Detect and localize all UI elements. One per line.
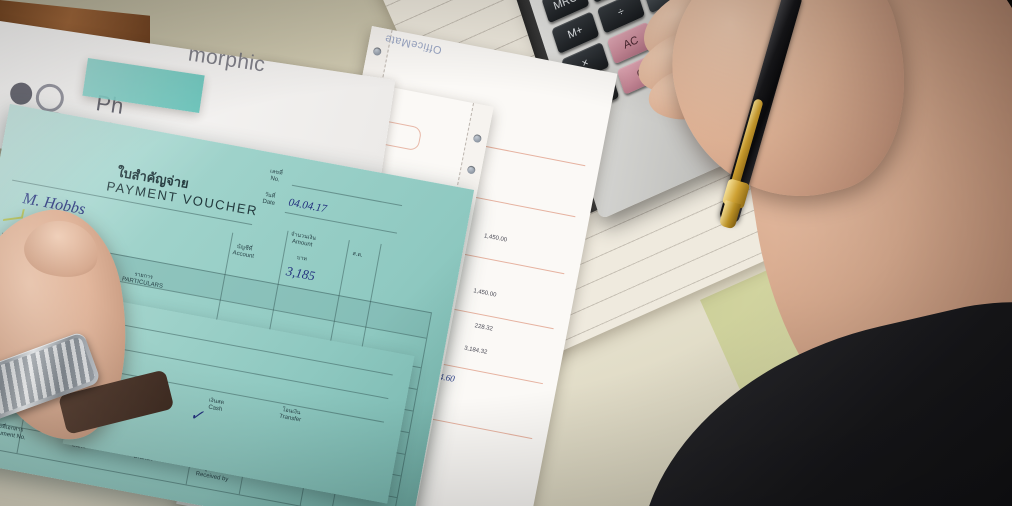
voucher-col-baht: บาท bbox=[296, 254, 308, 263]
voucher-signature-scrawl: ✓ bbox=[188, 406, 205, 426]
invoice-amount-1: 1,450.00 bbox=[483, 233, 508, 244]
voucher-no-label: เลขที่ No. bbox=[269, 168, 284, 184]
voucher-col-amount: จำนวนเงิน Amount bbox=[290, 231, 317, 249]
voucher-col-account: บัญชีที่ Account bbox=[232, 243, 255, 260]
invoice-amount-4: 3,184.32 bbox=[463, 345, 488, 356]
voucher-document-no-label: เลขที่เอกสาร Document No. bbox=[0, 422, 27, 442]
invoice-amount-3: 228.32 bbox=[474, 323, 494, 333]
voucher-transfer-label: โอนเงิน Transfer bbox=[278, 407, 302, 424]
voucher-date-label: วันที่ Date bbox=[261, 192, 276, 207]
invoice-amount-2: 1,450.00 bbox=[472, 288, 497, 299]
voucher-cash-label: เงินสด Cash bbox=[207, 397, 225, 413]
voucher-amount-value: 3,185 bbox=[284, 263, 317, 284]
voucher-col-satang: ส.ต. bbox=[351, 250, 364, 259]
